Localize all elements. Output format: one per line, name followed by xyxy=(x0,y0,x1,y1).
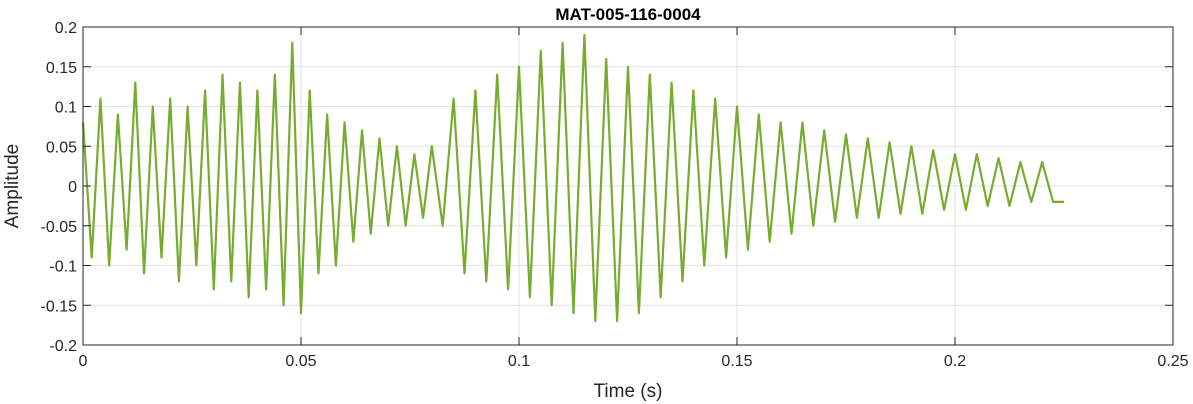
y-axis-label: Amplitude xyxy=(2,144,23,229)
series-layer xyxy=(81,33,1064,323)
series-line-0 xyxy=(81,33,1064,323)
x-tick-label: 0.2 xyxy=(944,353,966,370)
tick-marks xyxy=(82,26,1174,346)
y-tick-labels: -0.2 -0.15 -0.1 -0.05 0 0.05 0.1 0.15 0.2 xyxy=(41,20,78,355)
x-tick-label: 0.05 xyxy=(285,353,316,370)
x-axis-label: Time (s) xyxy=(594,381,663,402)
y-tick-label: 0.2 xyxy=(55,20,77,37)
y-tick-label: 0.15 xyxy=(46,60,77,77)
x-tick-label: 0.15 xyxy=(721,353,752,370)
y-tick-label: -0.2 xyxy=(49,338,77,355)
y-tick-label: -0.05 xyxy=(41,219,78,236)
y-tick-label: -0.15 xyxy=(41,298,78,315)
y-tick-label: 0.05 xyxy=(46,139,77,156)
y-tick-label: 0 xyxy=(68,179,77,196)
y-tick-label: 0.1 xyxy=(55,100,77,117)
x-tick-labels: 0 0.05 0.1 0.15 0.2 0.25 xyxy=(79,353,1189,370)
x-tick-label: 0.25 xyxy=(1157,353,1188,370)
y-tick-label: -0.1 xyxy=(49,259,77,276)
x-tick-label: 0.1 xyxy=(508,353,530,370)
chart-title: MAT-005-116-0004 xyxy=(555,5,701,24)
x-tick-label: 0 xyxy=(79,353,88,370)
